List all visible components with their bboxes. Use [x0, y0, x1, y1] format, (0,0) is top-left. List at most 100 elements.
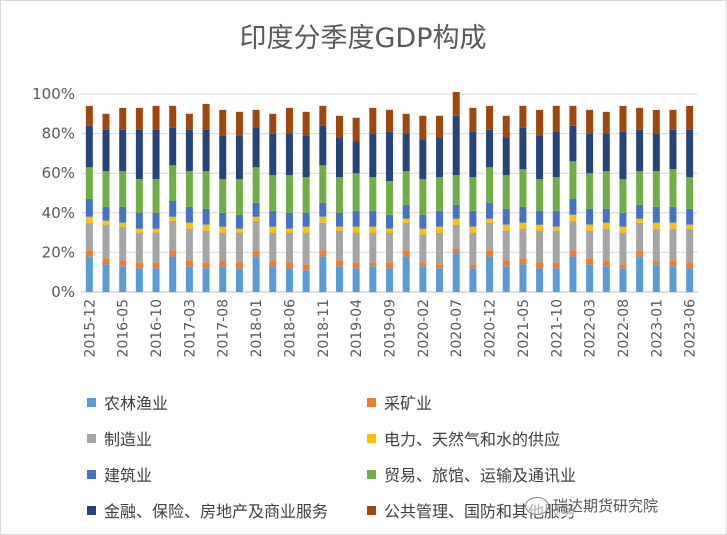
bar-segment-7 [552, 131, 560, 178]
bar-segment-6 [452, 175, 460, 205]
bar-segment-2 [85, 250, 93, 257]
bar-segment-8 [586, 109, 594, 134]
x-tick-label: 2016-10 [149, 299, 165, 358]
bar-segment-5 [235, 214, 243, 229]
bar-segment-2 [452, 248, 460, 253]
legend-item: 建筑业 [87, 463, 367, 485]
x-tick-label: 2021-10 [549, 299, 565, 358]
bar-segment-5 [519, 206, 527, 223]
bar-segment-5 [669, 206, 677, 223]
bar-segment-2 [102, 258, 110, 265]
bar-segment-2 [552, 262, 560, 269]
bar-segment-5 [169, 200, 177, 217]
bar-segment-5 [569, 198, 577, 215]
bar-segment-6 [486, 167, 494, 203]
bar-segment-3 [569, 220, 577, 251]
bar-segment-1 [502, 266, 510, 292]
bar-segment-1 [369, 266, 377, 292]
bar-segment-3 [252, 220, 260, 251]
bar-segment-7 [652, 133, 660, 172]
bar-segment-2 [419, 262, 427, 267]
bars [85, 92, 694, 292]
legend-label: 贸易、旅馆、运输及通讯业 [384, 466, 577, 485]
bar-segment-6 [169, 165, 177, 201]
bar-segment-4 [686, 224, 694, 229]
bar-segment-4 [202, 224, 210, 231]
bar-segment-3 [686, 228, 694, 263]
legend-label: 金融、保险、房地产及商业服务 [104, 502, 329, 521]
bar-segment-4 [335, 226, 343, 231]
bar-segment-6 [85, 167, 93, 199]
bar-segment-5 [202, 208, 210, 225]
bar-segment-2 [436, 264, 444, 269]
bar-segment-3 [302, 232, 310, 265]
bar-segment-1 [85, 256, 93, 292]
bar-segment-1 [486, 256, 494, 292]
bar-segment-4 [402, 218, 410, 223]
bar-segment-7 [602, 133, 610, 172]
x-tick-label: 2018-11 [316, 299, 332, 358]
bar-segment-2 [469, 264, 477, 269]
bar-segment-8 [669, 109, 677, 130]
bar-segment-7 [235, 135, 243, 180]
bar-segment-4 [502, 224, 510, 231]
bar-segment-1 [636, 256, 644, 292]
bar-segment-2 [619, 264, 627, 269]
bar-segment-1 [586, 264, 594, 292]
legend-item: 农林渔业 [87, 391, 367, 413]
bar-segment-2 [335, 260, 343, 267]
bar-segment-2 [519, 258, 527, 265]
bar-segment-7 [419, 139, 427, 180]
bar-segment-4 [669, 222, 677, 229]
bar-segment-2 [669, 260, 677, 267]
bar-segment-7 [402, 133, 410, 172]
bar-segment-4 [436, 226, 444, 233]
legend-swatch [87, 433, 96, 443]
bar-segment-5 [502, 208, 510, 225]
bar-segment-8 [302, 111, 310, 136]
bar-segment-6 [252, 167, 260, 203]
bar-segment-4 [135, 228, 143, 233]
bar-segment-6 [436, 177, 444, 211]
bar-segment-3 [586, 230, 594, 259]
legend-swatch [87, 505, 96, 515]
bar-segment-4 [619, 226, 627, 233]
bar-segment-8 [386, 109, 393, 132]
bar-segment-5 [469, 210, 477, 227]
bar-segment-8 [436, 115, 444, 138]
bar-segment-1 [569, 256, 577, 292]
bar-segment-3 [152, 232, 160, 263]
bar-segment-6 [369, 177, 377, 211]
legend-item: 采矿业 [367, 391, 687, 413]
bar-segment-7 [519, 127, 527, 170]
bar-segment-7 [369, 133, 377, 178]
chart-title: 印度分季度GDP构成 [240, 23, 487, 54]
bar-segment-5 [386, 214, 393, 229]
bar-segment-7 [686, 129, 694, 178]
bar-segment-3 [552, 230, 560, 263]
bar-segment-4 [169, 216, 177, 221]
bar-segment-7 [269, 133, 277, 176]
bar-segment-8 [202, 103, 210, 130]
bar-segment-2 [219, 260, 227, 267]
bar-segment-7 [85, 125, 93, 168]
x-axis: 2015-12 2016-05 2016-10 2017-03 2017-08 2018-… [82, 299, 698, 358]
bar-segment-5 [319, 202, 327, 217]
bar-segment-6 [636, 171, 644, 205]
bar-segment-5 [652, 206, 660, 223]
y-tick-label: 40% [42, 204, 75, 222]
bar-segment-5 [602, 208, 610, 223]
bar-segment-7 [252, 127, 260, 168]
bar-segment-8 [235, 111, 243, 136]
bar-segment-8 [219, 109, 227, 136]
bar-segment-6 [602, 171, 610, 209]
bar-segment-5 [419, 214, 427, 229]
legend-swatch [87, 397, 96, 407]
bar-segment-3 [486, 222, 494, 251]
bar-segment-3 [269, 232, 277, 261]
bar-segment-3 [436, 232, 444, 265]
y-axis: 0% 20% 40% 60% 80% 100% [32, 85, 75, 301]
x-tick-label: 2018-06 [282, 299, 298, 358]
bar-segment-6 [319, 165, 327, 203]
